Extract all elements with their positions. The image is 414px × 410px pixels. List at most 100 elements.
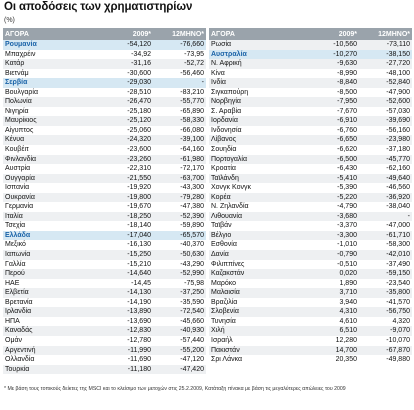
market-cell: Ν. Αφρική [209,59,309,69]
market-cell: Ρωσία [209,40,309,50]
ytd-cell: -30,600 [103,68,153,79]
ytd-cell: -11,180 [103,364,153,375]
12m-cell: -39,690 [359,116,412,126]
ytd-cell: -31,16 [103,59,153,69]
12m-cell: -56,460 [153,68,206,79]
ytd-cell: -10,560 [309,40,359,50]
table-row: Βιετνάμ -30,600 -56,460 [3,68,206,79]
12m-cell: -67,870 [359,345,412,356]
market-cell: Τσεχία [3,221,103,231]
12m-cell: -62,160 [359,164,412,174]
table-row: Σρι Λάνκα 20,350 -49,880 [209,355,412,365]
market-cell: Σ. Αραβία [209,106,309,117]
12m-cell: -27,720 [359,59,412,69]
table-row: Δανία -0,790 -42,010 [209,250,412,260]
market-cell: Ιρλανδία [3,307,103,317]
table-row: Λίβανος -6,650 -23,980 [209,135,412,146]
right-table-body: Ρωσία -10,560 -73,110 Αυστραλία -10,270 -38,1… [209,40,412,365]
market-cell: Γαλλία [3,259,103,270]
market-cell: Χιλή [209,326,309,336]
12m-cell: -50,630 [153,250,206,260]
right-header-row: ΑΓΟΡΑ 2009* 12ΜΗΝΟ* [209,28,412,40]
market-cell: ΗΑΕ [3,278,103,289]
table-row: Κορέα -5,220 -36,920 [209,192,412,203]
table-row: Ισραήλ 12,280 -10,070 [209,335,412,346]
market-cell: Αργεντινή [3,345,103,356]
page-title: Οι αποδόσεις των χρηματιστηρίων [4,1,193,13]
table-row: Κένυα -24,320 -39,100 [3,135,206,146]
ytd-cell: 0,020 [309,269,359,279]
table-row: Βρετανία -14,190 -35,590 [3,297,206,308]
table-row: Μπαχρέιν -34,92 -73,95 [3,49,206,60]
table-row: Ινδονησία -6,760 -56,160 [209,125,412,136]
column-header-12m: 12ΜΗΝΟ* [359,28,412,40]
market-cell: Ρουμανία [3,40,103,50]
ytd-cell: -15,250 [103,250,153,260]
ytd-cell: -25,180 [103,106,153,117]
table-row: Αυστρία -22,310 -72,170 [3,164,206,174]
12m-cell: -72,170 [153,164,206,174]
ytd-cell: -1,010 [309,240,359,251]
12m-cell: - [359,211,412,222]
page-subtitle: (%) [4,17,15,24]
market-cell: Ισπανία [3,183,103,193]
table-row: Ιρλανδία -13,890 -72,540 [3,307,206,317]
ytd-cell: -14,190 [103,297,153,308]
market-cell: Τουρκία [3,364,103,375]
table-row: ΗΠΑ -13,690 -45,660 [3,316,206,327]
table-row: Σ. Αραβία -7,670 -57,030 [209,106,412,117]
table-row: Ιορδανία -6,910 -39,690 [209,116,412,126]
12m-cell: -55,770 [153,97,206,107]
ytd-cell: -23,600 [103,145,153,155]
12m-cell: -42,010 [359,250,412,260]
table-row: Ελβετία -14,130 -37,250 [3,288,206,298]
ytd-cell: -11,990 [103,345,153,356]
table-row: Ελλάδα -17,040 -65,570 [3,230,206,241]
market-cell: Χονγκ Κονγκ [209,183,309,193]
market-cell: Ινδονησία [209,125,309,136]
column-header-12m: 12ΜΗΝΟ* [153,28,206,40]
market-cell: Σουηδία [209,145,309,155]
12m-cell: -43,290 [153,259,206,270]
12m-cell: -47,120 [153,355,206,365]
ytd-cell: -29,030 [103,78,153,88]
market-cell: Μαρόκο [209,278,309,289]
12m-cell: -64,160 [153,145,206,155]
market-cell: Καναδάς [3,326,103,336]
12m-cell: -61,710 [359,230,412,241]
market-cell: Ταϊλάνδη [209,173,309,184]
12m-cell: -40,370 [153,240,206,251]
12m-cell: -58,330 [153,116,206,126]
ytd-cell: -28,510 [103,87,153,98]
market-cell: Ισραήλ [209,335,309,346]
12m-cell: -41,570 [359,297,412,308]
table-row: Αίγυπτος -25,060 -66,080 [3,125,206,136]
12m-cell: -56,160 [359,125,412,136]
ytd-cell: -22,310 [103,164,153,174]
ytd-cell: 1,890 [309,278,359,289]
12m-cell: -79,280 [153,192,206,203]
12m-cell: -36,920 [359,192,412,203]
table-row: Μεξικό -16,130 -40,370 [3,240,206,251]
market-cell: Μπαχρέιν [3,49,103,60]
table-row: Εσθονία -1,010 -58,300 [209,240,412,251]
12m-cell: -48,100 [359,68,412,79]
market-cell: Ιορδανία [209,116,309,126]
ytd-cell: -21,550 [103,173,153,184]
market-cell: Εσθονία [209,240,309,251]
table-row: Καναδάς -12,830 -40,930 [3,326,206,336]
market-cell: Δανία [209,250,309,260]
table-row: Ομάν -12,780 -57,440 [3,335,206,346]
market-cell: Ελλάδα [3,230,103,241]
table-row: Κατάρ -31,16 -52,72 [3,59,206,69]
ytd-cell: 14,700 [309,345,359,356]
12m-cell: -52,72 [153,59,206,69]
ytd-cell: -23,260 [103,154,153,165]
12m-cell: -23,540 [359,278,412,289]
ytd-cell: -8,500 [309,87,359,98]
12m-cell: -45,770 [359,154,412,165]
12m-cell: -66,080 [153,125,206,136]
left-returns-table: ΑΓΟΡΑ 2009* 12ΜΗΝΟ* Ρουμανία -54,120 -76,6… [3,28,206,375]
table-row: Πακιστάν 14,700 -67,870 [209,345,412,356]
